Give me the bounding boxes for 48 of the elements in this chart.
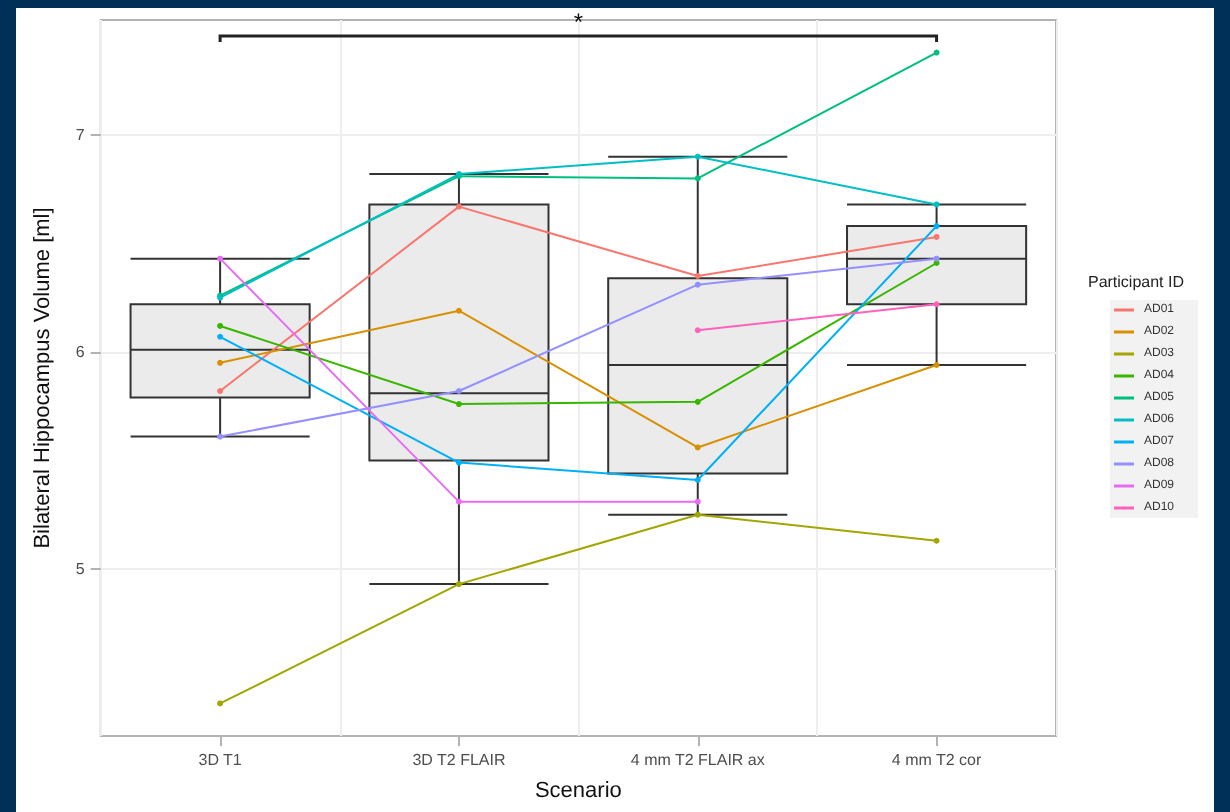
point (217, 388, 224, 395)
point (455, 581, 462, 588)
point (217, 433, 224, 440)
point (933, 255, 940, 262)
point (933, 223, 940, 230)
point (455, 498, 462, 505)
x-tick-label: 3D T1 (198, 751, 243, 769)
point (694, 476, 701, 483)
point (694, 153, 701, 160)
y-tick-label: 7 (75, 125, 86, 144)
line-series (217, 511, 940, 707)
line-series (217, 153, 940, 301)
point (217, 359, 224, 366)
annotation: * (573, 8, 584, 36)
legend-title: Participant ID (1087, 273, 1185, 291)
point (933, 537, 940, 544)
x-axis-title: Scenario (534, 779, 622, 803)
line-series (217, 203, 940, 395)
x-tick-label: 4 mm T2 FLAIR ax (630, 751, 765, 769)
line-series (217, 49, 940, 299)
point (217, 700, 224, 707)
line-series (217, 255, 940, 440)
point (217, 333, 224, 340)
point (694, 273, 701, 280)
point (217, 255, 224, 262)
point (933, 301, 940, 308)
point (694, 444, 701, 451)
point (455, 307, 462, 314)
point (217, 322, 224, 329)
point (694, 498, 701, 505)
point (933, 233, 940, 240)
point (933, 201, 940, 208)
x-tick-label: 4 mm T2 cor (891, 751, 983, 769)
point (455, 203, 462, 210)
point (694, 398, 701, 405)
line-series (217, 307, 940, 451)
point (933, 49, 940, 56)
y-tick-label: 5 (75, 559, 86, 578)
y-tick-label: 6 (75, 342, 86, 361)
point (694, 511, 701, 518)
point (694, 281, 701, 288)
point (694, 175, 701, 182)
point (455, 459, 462, 466)
point (694, 327, 701, 334)
y-axis-title: Bilateral Hippocampus Volume [ml] (31, 207, 55, 549)
line-series (217, 223, 940, 483)
point (933, 361, 940, 368)
x-tick-label: 3D T2 FLAIR (412, 751, 506, 769)
